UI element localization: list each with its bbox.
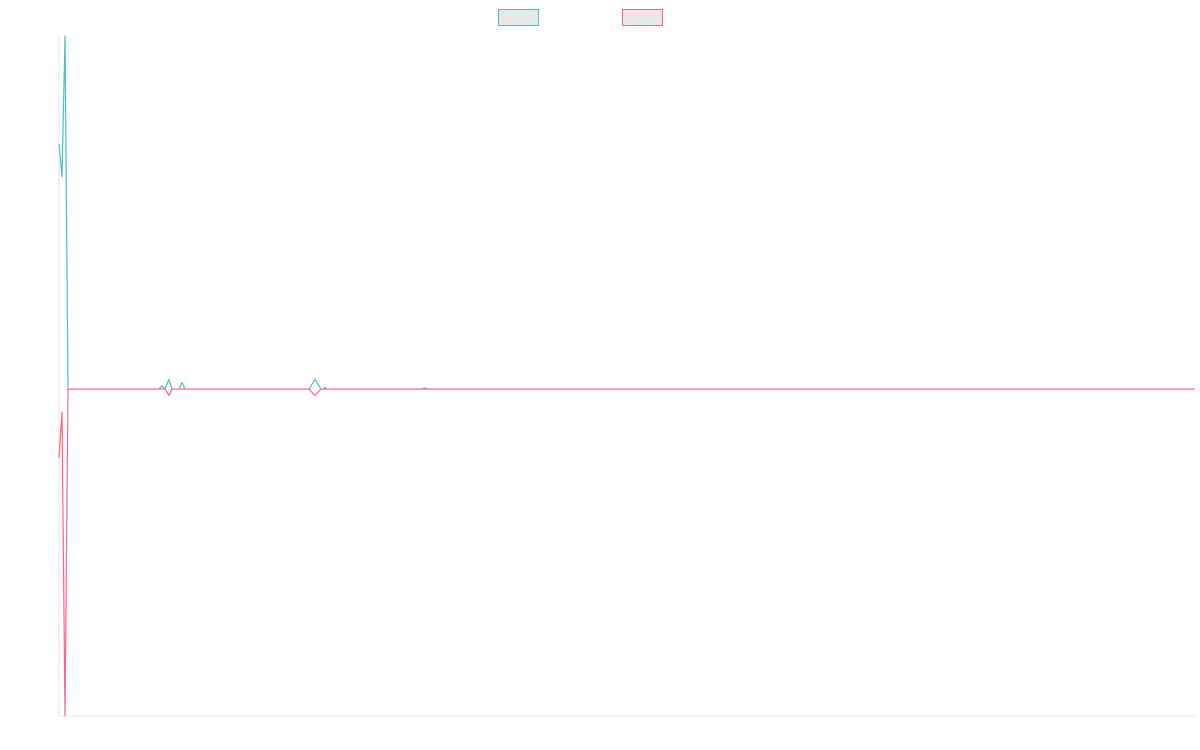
series-line [58, 388, 1195, 717]
legend-swatch [622, 9, 663, 26]
legend-swatch [498, 9, 539, 26]
series-line [58, 35, 1195, 390]
